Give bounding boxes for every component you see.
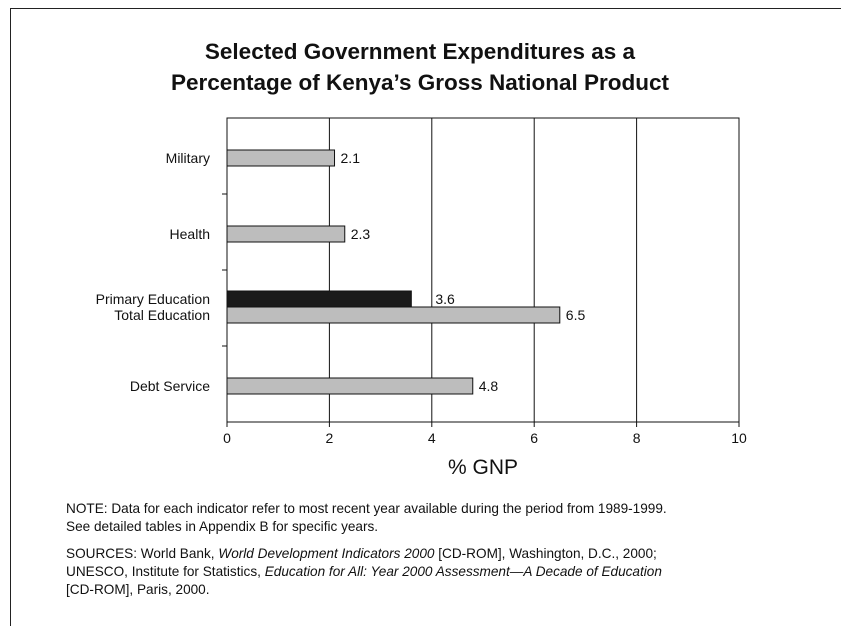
- category-label: Health: [170, 226, 210, 242]
- bar-military: [226, 149, 336, 167]
- category-label: Primary Education: [96, 291, 210, 307]
- sources-line-1-prefix: SOURCES: World Bank,: [66, 546, 219, 561]
- note-line-1: NOTE: Data for each indicator refer to m…: [66, 501, 667, 516]
- x-tick-label: 10: [731, 430, 747, 446]
- chart-title-line-1: Selected Government Expenditures as a: [204, 39, 636, 64]
- sources-line-1: SOURCES: World Bank, World Development I…: [66, 545, 826, 563]
- bar-debt-service: [226, 377, 474, 395]
- sources-line-2-prefix: UNESCO, Institute for Statistics,: [66, 564, 265, 579]
- x-tick-label: 2: [326, 430, 334, 446]
- category-label: Debt Service: [130, 378, 210, 394]
- frame-left-border: [10, 8, 11, 626]
- note-text: NOTE: Data for each indicator refer to m…: [66, 500, 826, 536]
- sources-text: SOURCES: World Bank, World Development I…: [66, 545, 826, 599]
- data-label: 2.1: [341, 150, 361, 166]
- x-tick-label: 4: [428, 430, 436, 446]
- frame-top-border: [10, 8, 841, 9]
- sources-line-1-title: World Development Indicators 2000: [218, 546, 435, 561]
- x-axis-label: % GNP: [448, 456, 518, 479]
- category-label: Total Education: [114, 307, 210, 323]
- category-label: Military: [166, 150, 210, 166]
- bar-total-education: [226, 306, 561, 324]
- x-tick-label: 6: [530, 430, 538, 446]
- bar-health: [226, 225, 346, 243]
- chart-title: Selected Government Expenditures as a Pe…: [20, 36, 820, 98]
- data-label: 4.8: [479, 378, 499, 394]
- bar-primary-education: [226, 290, 412, 308]
- x-tick-label: 0: [223, 430, 231, 446]
- sources-line-2-title: Education for All: Year 2000 Assessment—…: [264, 564, 662, 579]
- data-label: 3.6: [435, 291, 455, 307]
- sources-line-2: UNESCO, Institute for Statistics, Educat…: [66, 563, 826, 581]
- sources-line-1-suffix: [CD-ROM], Washington, D.C., 2000;: [434, 546, 657, 561]
- data-label: 2.3: [351, 226, 371, 242]
- sources-line-3: [CD-ROM], Paris, 2000.: [66, 582, 210, 597]
- note-line-2: See detailed tables in Appendix B for sp…: [66, 519, 379, 534]
- data-label: 6.5: [566, 307, 586, 323]
- chart-title-line-2: Percentage of Kenya’s Gross National Pro…: [170, 70, 670, 95]
- x-tick-label: 8: [633, 430, 641, 446]
